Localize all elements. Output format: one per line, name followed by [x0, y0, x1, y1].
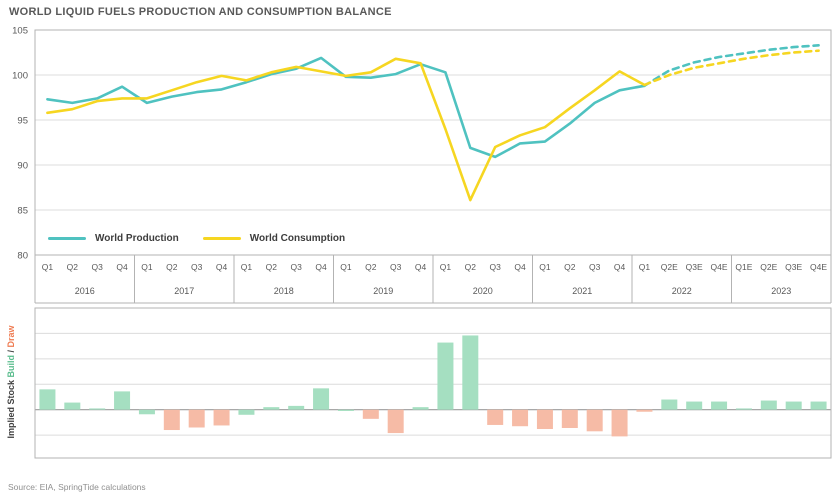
implied-stock-bar-build: [810, 401, 827, 410]
quarter-label: Q4: [116, 262, 128, 272]
implied-stock-bar-draw: [561, 409, 578, 428]
ylabel-draw: Draw: [6, 325, 16, 348]
year-label: 2021: [572, 286, 592, 296]
quarter-label: Q4: [514, 262, 526, 272]
quarter-label: Q4: [415, 262, 427, 272]
quarter-label: Q3: [390, 262, 402, 272]
quarter-label: Q4E: [810, 262, 827, 272]
ylabel-separator: /: [6, 347, 16, 356]
quarter-label: Q3E: [785, 262, 802, 272]
consumption-line-swatch: [202, 237, 241, 240]
implied-stock-bar-draw: [213, 409, 230, 426]
y-axis-tick-label: 80: [17, 251, 28, 262]
page-title: WORLD LIQUID FUELS PRODUCTION AND CONSUM…: [9, 6, 392, 18]
implied-stock-bar-build: [288, 405, 305, 410]
y-axis-tick-label: 85: [17, 206, 28, 217]
implied-stock-bar-draw: [536, 409, 553, 430]
consumption-line: [46, 57, 646, 202]
implied-stock-bar-build: [238, 409, 255, 415]
legend-item-production: World Production: [48, 233, 179, 244]
quarter-label: Q2: [365, 262, 377, 272]
year-label: 2023: [771, 286, 791, 296]
quarter-label: Q2: [465, 262, 477, 272]
implied-stock-bar-draw: [163, 409, 180, 431]
implied-stock-bar-build: [661, 399, 678, 410]
quarter-label: Q3: [291, 262, 303, 272]
implied-stock-bar-build: [39, 389, 56, 410]
consumption-line-estimate: [643, 49, 820, 87]
quarter-label: Q1: [42, 262, 54, 272]
production-line: [46, 56, 646, 159]
implied-stock-bar-build: [462, 335, 479, 410]
quarter-label: Q4: [315, 262, 327, 272]
legend: World Production World Consumption: [48, 233, 345, 244]
year-label: 2018: [274, 286, 294, 296]
year-label: 2017: [174, 286, 194, 296]
quarter-label: Q2E: [661, 262, 678, 272]
quarter-label: Q2E: [760, 262, 777, 272]
bar-chart-y-axis-label: Implied Stock Build / Draw: [6, 312, 16, 452]
implied-stock-bar-build: [437, 342, 454, 410]
implied-stock-bar-draw: [487, 409, 504, 425]
quarter-label: Q3: [92, 262, 104, 272]
quarter-label: Q2: [67, 262, 79, 272]
implied-stock-bar-build: [313, 388, 330, 410]
implied-stock-bar-draw: [188, 409, 205, 428]
bar-chart-frame: [34, 307, 832, 459]
production-line-swatch: [48, 237, 86, 240]
implied-stock-bar-draw: [362, 409, 379, 419]
implied-stock-bar-build: [686, 401, 703, 410]
implied-stock-bar-build: [114, 391, 131, 410]
quarter-label: Q3: [490, 262, 502, 272]
y-axis-tick-label: 100: [12, 71, 28, 82]
quarter-label: Q1E: [735, 262, 752, 272]
implied-stock-bar-build: [735, 408, 752, 410]
year-label: 2019: [373, 286, 393, 296]
quarter-label: Q1: [241, 262, 253, 272]
quarter-label: Q1: [639, 262, 651, 272]
ylabel-implied-stock: Implied Stock: [6, 377, 16, 439]
quarter-label: Q1: [440, 262, 452, 272]
y-axis-tick-label: 90: [17, 161, 28, 172]
quarter-label: Q3: [191, 262, 203, 272]
production-line-estimate: [643, 43, 820, 88]
year-label: 2022: [672, 286, 692, 296]
legend-item-consumption: World Consumption: [202, 233, 346, 244]
implied-stock-bar-draw: [512, 409, 529, 427]
y-axis-tick-label: 95: [17, 116, 28, 127]
implied-stock-bar-build: [89, 408, 106, 410]
implied-stock-bar-draw: [636, 409, 653, 412]
implied-stock-bar-build: [785, 401, 802, 410]
quarter-label: Q4: [216, 262, 228, 272]
implied-stock-bar-draw: [586, 409, 603, 432]
quarter-label: Q1: [340, 262, 352, 272]
quarter-label: Q4E: [711, 262, 728, 272]
implied-stock-bar-build: [412, 407, 429, 410]
quarter-label: Q2: [564, 262, 576, 272]
implied-stock-bar-build: [760, 400, 777, 410]
implied-stock-bar-build: [138, 409, 155, 415]
quarter-label: Q1: [539, 262, 551, 272]
year-label: 2016: [75, 286, 95, 296]
quarter-label: Q2: [166, 262, 178, 272]
quarter-label: Q3E: [686, 262, 703, 272]
implied-stock-bar-build: [64, 402, 81, 410]
y-axis-tick-label: 105: [12, 26, 28, 37]
implied-stock-bar-build: [263, 407, 280, 410]
quarter-label: Q2: [266, 262, 278, 272]
ylabel-build: Build: [6, 355, 16, 378]
implied-stock-bar-draw: [387, 409, 404, 434]
implied-stock-bar-build: [337, 409, 354, 411]
implied-stock-bar-draw: [611, 409, 628, 437]
implied-stock-bar-build: [711, 401, 728, 410]
source-note: Source: EIA, SpringTide calculations: [8, 482, 146, 492]
quarter-label: Q1: [141, 262, 153, 272]
quarter-label: Q3: [589, 262, 601, 272]
legend-label-consumption: World Consumption: [249, 233, 346, 244]
quarter-label: Q4: [614, 262, 626, 272]
legend-label-production: World Production: [95, 233, 179, 244]
year-label: 2020: [473, 286, 493, 296]
